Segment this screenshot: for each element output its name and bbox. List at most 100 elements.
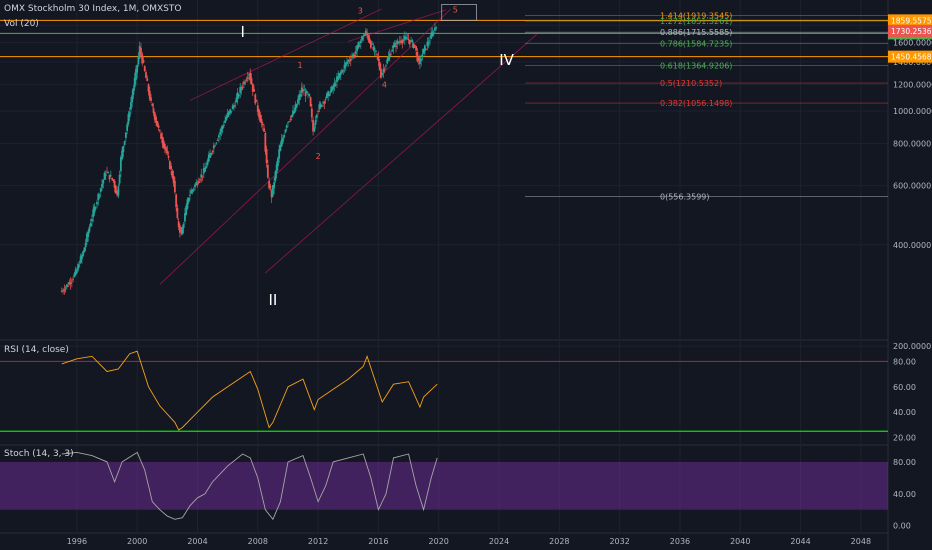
candle-body[interactable] [261, 123, 264, 126]
candle-body[interactable] [278, 149, 281, 159]
candle-body[interactable] [405, 36, 407, 40]
candle-body[interactable] [148, 90, 151, 100]
candle-body[interactable] [412, 43, 415, 48]
candle-body[interactable] [279, 145, 282, 152]
candle-body[interactable] [79, 256, 82, 263]
candle-body[interactable] [189, 194, 191, 196]
candle-body[interactable] [258, 109, 260, 118]
candle-body[interactable] [303, 90, 306, 92]
candle-body[interactable] [67, 285, 69, 287]
candle-body[interactable] [124, 132, 127, 138]
candle-body[interactable] [239, 86, 242, 93]
candle-body[interactable] [386, 59, 389, 64]
candle-body[interactable] [317, 110, 320, 112]
candle-body[interactable] [240, 87, 243, 90]
candle-body[interactable] [157, 125, 160, 128]
candle-body[interactable] [349, 59, 352, 61]
candle-body[interactable] [197, 181, 200, 184]
candle-body[interactable] [102, 179, 105, 184]
candle-body[interactable] [150, 97, 152, 101]
candle-body[interactable] [99, 188, 102, 192]
candle-body[interactable] [253, 88, 255, 92]
candle-body[interactable] [171, 170, 174, 178]
rsi-line[interactable] [61, 350, 438, 431]
candle-body[interactable] [302, 89, 304, 92]
candle-body[interactable] [222, 124, 225, 126]
candle-body[interactable] [126, 124, 129, 131]
candle-body[interactable] [205, 166, 208, 169]
candle-body[interactable] [224, 120, 227, 123]
candle-body[interactable] [297, 99, 299, 104]
candle-body[interactable] [161, 136, 164, 144]
candle-body[interactable] [383, 69, 386, 70]
candle-body[interactable] [190, 190, 193, 194]
candle-body[interactable] [346, 61, 348, 65]
candle-body[interactable] [435, 26, 438, 29]
candle-body[interactable] [163, 143, 166, 149]
candle-body[interactable] [243, 81, 245, 85]
candle-body[interactable] [212, 145, 215, 149]
stoch-pane[interactable] [0, 451, 888, 521]
candle-body[interactable] [238, 94, 240, 97]
candle-body[interactable] [358, 45, 361, 47]
candle-body[interactable] [332, 86, 335, 90]
candle-body[interactable] [259, 114, 262, 123]
price-pane[interactable]: 1.414(1919.3545)1.272(1851.3261) 0.886(17… [0, 4, 888, 309]
candle-body[interactable] [361, 35, 363, 41]
candle-body[interactable] [336, 76, 338, 83]
candle-body[interactable] [200, 174, 203, 178]
candle-body[interactable] [81, 255, 83, 260]
candle-body[interactable] [434, 27, 436, 31]
candle-body[interactable] [338, 73, 341, 78]
candle-body[interactable] [271, 185, 274, 196]
candle-body[interactable] [277, 158, 279, 166]
candle-body[interactable] [185, 205, 188, 216]
candle-body[interactable] [323, 101, 326, 104]
candle-body[interactable] [265, 148, 268, 164]
candle-body[interactable] [64, 287, 67, 289]
candle-body[interactable] [101, 184, 103, 188]
candle-body[interactable] [320, 105, 323, 107]
candle-body[interactable] [246, 77, 249, 79]
candle-body[interactable] [285, 125, 288, 128]
candle-body[interactable] [168, 161, 171, 170]
trend-channel-line[interactable] [159, 8, 452, 285]
candle-body[interactable] [211, 151, 214, 152]
candle-body[interactable] [162, 140, 165, 148]
candle-body[interactable] [359, 40, 362, 44]
candle-body[interactable] [292, 110, 294, 116]
candle-body[interactable] [204, 167, 206, 172]
candle-body[interactable] [416, 51, 419, 62]
candle-body[interactable] [322, 102, 325, 104]
candle-body[interactable] [207, 154, 210, 162]
candle-body[interactable] [318, 104, 321, 110]
candle-body[interactable] [333, 82, 336, 87]
candle-body[interactable] [153, 112, 156, 120]
candle-body[interactable] [160, 133, 162, 139]
candle-body[interactable] [167, 156, 170, 158]
candle-body[interactable] [108, 174, 111, 180]
candle-body[interactable] [282, 137, 284, 142]
candle-body[interactable] [396, 40, 399, 45]
candle-body[interactable] [231, 105, 234, 110]
candle-body[interactable] [432, 33, 435, 35]
candle-body[interactable] [377, 55, 380, 61]
candle-body[interactable] [177, 221, 180, 227]
candle-body[interactable] [225, 116, 228, 120]
candle-body[interactable] [78, 265, 81, 267]
candle-body[interactable] [206, 160, 209, 165]
candle-body[interactable] [388, 53, 391, 58]
candle-body[interactable] [196, 183, 199, 185]
candle-body[interactable] [230, 110, 233, 112]
candle-body[interactable] [187, 197, 190, 203]
candle-body[interactable] [96, 202, 98, 205]
candle-body[interactable] [86, 233, 88, 243]
candle-body[interactable] [74, 269, 77, 275]
candle-body[interactable] [342, 70, 345, 72]
candle-body[interactable] [155, 116, 157, 123]
candle-body[interactable] [264, 133, 267, 152]
candle-body[interactable] [351, 57, 353, 58]
candle-body[interactable] [191, 189, 194, 192]
candle-body[interactable] [226, 112, 229, 117]
candle-body[interactable] [245, 79, 248, 81]
